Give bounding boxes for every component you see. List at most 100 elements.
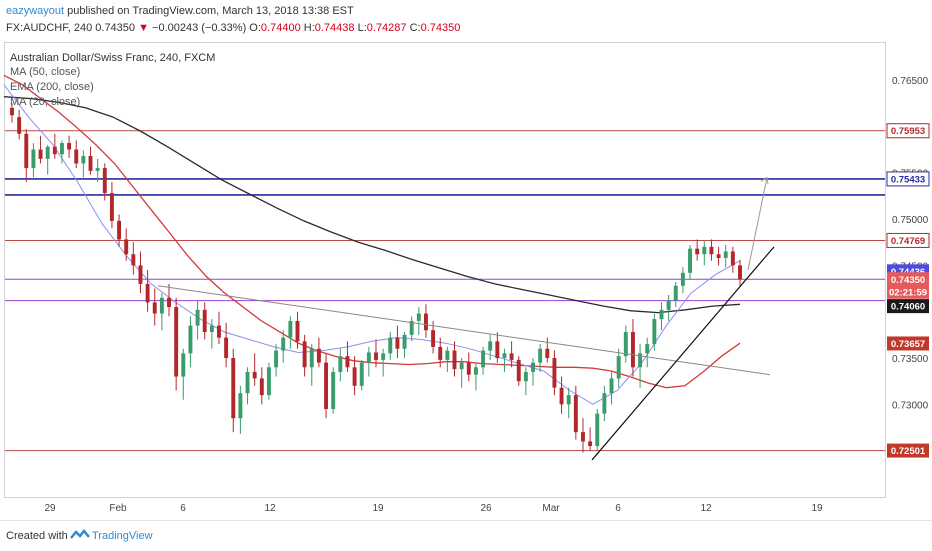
candle-body-37 <box>274 350 279 368</box>
high-value: 0.74438 <box>314 22 355 34</box>
candle-body-87 <box>630 332 635 368</box>
candle-body-20 <box>152 302 157 314</box>
close-value: 0.74350 <box>420 22 461 34</box>
low-label: L: <box>357 22 367 34</box>
ema200-line <box>3 96 741 314</box>
candle-body-73 <box>531 362 535 372</box>
projection-arrow <box>747 177 768 271</box>
candle-body-24 <box>181 353 186 377</box>
down-arrow-icon: ▼ <box>138 22 149 34</box>
candle-body-88 <box>638 353 643 368</box>
candle-body-41 <box>302 341 307 368</box>
x-tick-6: Mar <box>542 503 560 514</box>
candle-body-82 <box>595 413 600 447</box>
open-value: 0.74400 <box>260 22 301 34</box>
candle-body-93 <box>673 285 678 301</box>
candle-body-81 <box>588 441 593 447</box>
candle-body-99 <box>716 254 721 258</box>
candle-body-28 <box>209 325 214 333</box>
candle-body-46 <box>338 356 343 372</box>
candle-body-6 <box>52 146 57 155</box>
svg-text:0.73657: 0.73657 <box>891 339 925 350</box>
candle-body-50 <box>366 352 371 363</box>
candle-body-83 <box>602 393 607 414</box>
candle-body-52 <box>381 353 386 360</box>
candle-body-35 <box>259 378 264 396</box>
y-tick-4: 0.75000 <box>892 215 929 226</box>
candle-body-75 <box>545 348 550 359</box>
legend-ema200[interactable]: EMA (200, close) <box>10 81 94 93</box>
candle-body-0 <box>10 107 14 116</box>
candle-body-18 <box>138 265 143 284</box>
last-price: 0.74350 <box>95 22 136 34</box>
candle-body-29 <box>217 325 221 338</box>
legend-ma50[interactable]: MA (50, close) <box>10 66 81 78</box>
chart-frame[interactable] <box>4 42 886 498</box>
candle-body-94 <box>680 272 685 286</box>
ascending-trendline <box>591 246 775 461</box>
candle-body-30 <box>224 337 229 359</box>
candle-body-76 <box>552 358 557 388</box>
candle-body-68 <box>495 341 500 359</box>
svg-text:02:21:59: 02:21:59 <box>889 287 927 298</box>
candle-body-23 <box>174 307 179 377</box>
candle-body-58 <box>423 313 428 331</box>
descending-trendline <box>157 285 771 376</box>
candle-body-32 <box>238 393 243 419</box>
candle-body-63 <box>459 362 464 370</box>
candle-body-16 <box>124 239 129 255</box>
price-tag-6: 0.74060 <box>887 299 929 314</box>
candle-body-100 <box>723 251 728 258</box>
x-tick-0: 29 <box>44 503 56 514</box>
candle-body-36 <box>266 367 271 396</box>
candle-body-90 <box>652 319 657 345</box>
svg-text:0.74769: 0.74769 <box>891 236 925 247</box>
candle-body-26 <box>195 309 200 326</box>
projection-arrowhead <box>760 176 769 185</box>
candle-body-98 <box>709 246 714 255</box>
candle-body-91 <box>659 309 664 320</box>
candle-body-27 <box>202 309 207 333</box>
candle-body-77 <box>559 387 564 405</box>
candle-body-21 <box>159 297 164 314</box>
candle-body-4 <box>38 149 43 159</box>
tradingview-logo-icon <box>70 529 90 539</box>
price-tag-7: 0.73657 <box>887 336 929 351</box>
publish-info: published on TradingView.com, March 13, … <box>64 5 354 17</box>
chart-header: eazywayout published on TradingView.com,… <box>0 0 932 40</box>
candle-body-95 <box>688 248 693 273</box>
ohlc-line: FX:AUDCHF, 240 0.74350 ▼ −0.00243 (−0.33… <box>6 22 460 34</box>
price-tag-4: 0.74350 <box>887 272 929 287</box>
candle-body-43 <box>316 348 321 363</box>
candle-body-65 <box>473 367 478 375</box>
publish-line: eazywayout published on TradingView.com,… <box>6 5 354 17</box>
candle-body-64 <box>466 362 471 375</box>
low-value: 0.74287 <box>366 22 407 34</box>
x-tick-2: 6 <box>180 503 186 514</box>
candle-body-13 <box>102 168 107 194</box>
svg-text:0.74350: 0.74350 <box>891 275 925 286</box>
candle-body-102 <box>738 265 742 280</box>
svg-text:0.72501: 0.72501 <box>891 446 926 457</box>
created-with-label: Created with <box>6 530 68 542</box>
price-tag-5: 02:21:59 <box>887 284 929 299</box>
candle-body-71 <box>516 359 521 382</box>
candle-body-14 <box>109 193 114 221</box>
legend-ma20[interactable]: MA (20, close) <box>10 96 81 108</box>
candle-body-42 <box>309 348 314 368</box>
candle-body-49 <box>359 362 364 386</box>
candle-body-101 <box>730 251 735 266</box>
tradingview-link[interactable]: TradingView <box>92 530 153 542</box>
x-tick-8: 12 <box>700 503 712 514</box>
candle-body-55 <box>402 334 407 349</box>
open-label: O: <box>249 22 261 34</box>
candle-body-89 <box>645 344 650 354</box>
candle-body-66 <box>481 350 486 368</box>
candle-body-62 <box>452 350 457 370</box>
price-tag-0: 0.75953 <box>886 123 930 139</box>
author-link[interactable]: eazywayout <box>6 5 65 17</box>
candle-body-79 <box>573 395 578 433</box>
candle-body-51 <box>374 352 378 360</box>
candle-body-15 <box>117 220 122 240</box>
